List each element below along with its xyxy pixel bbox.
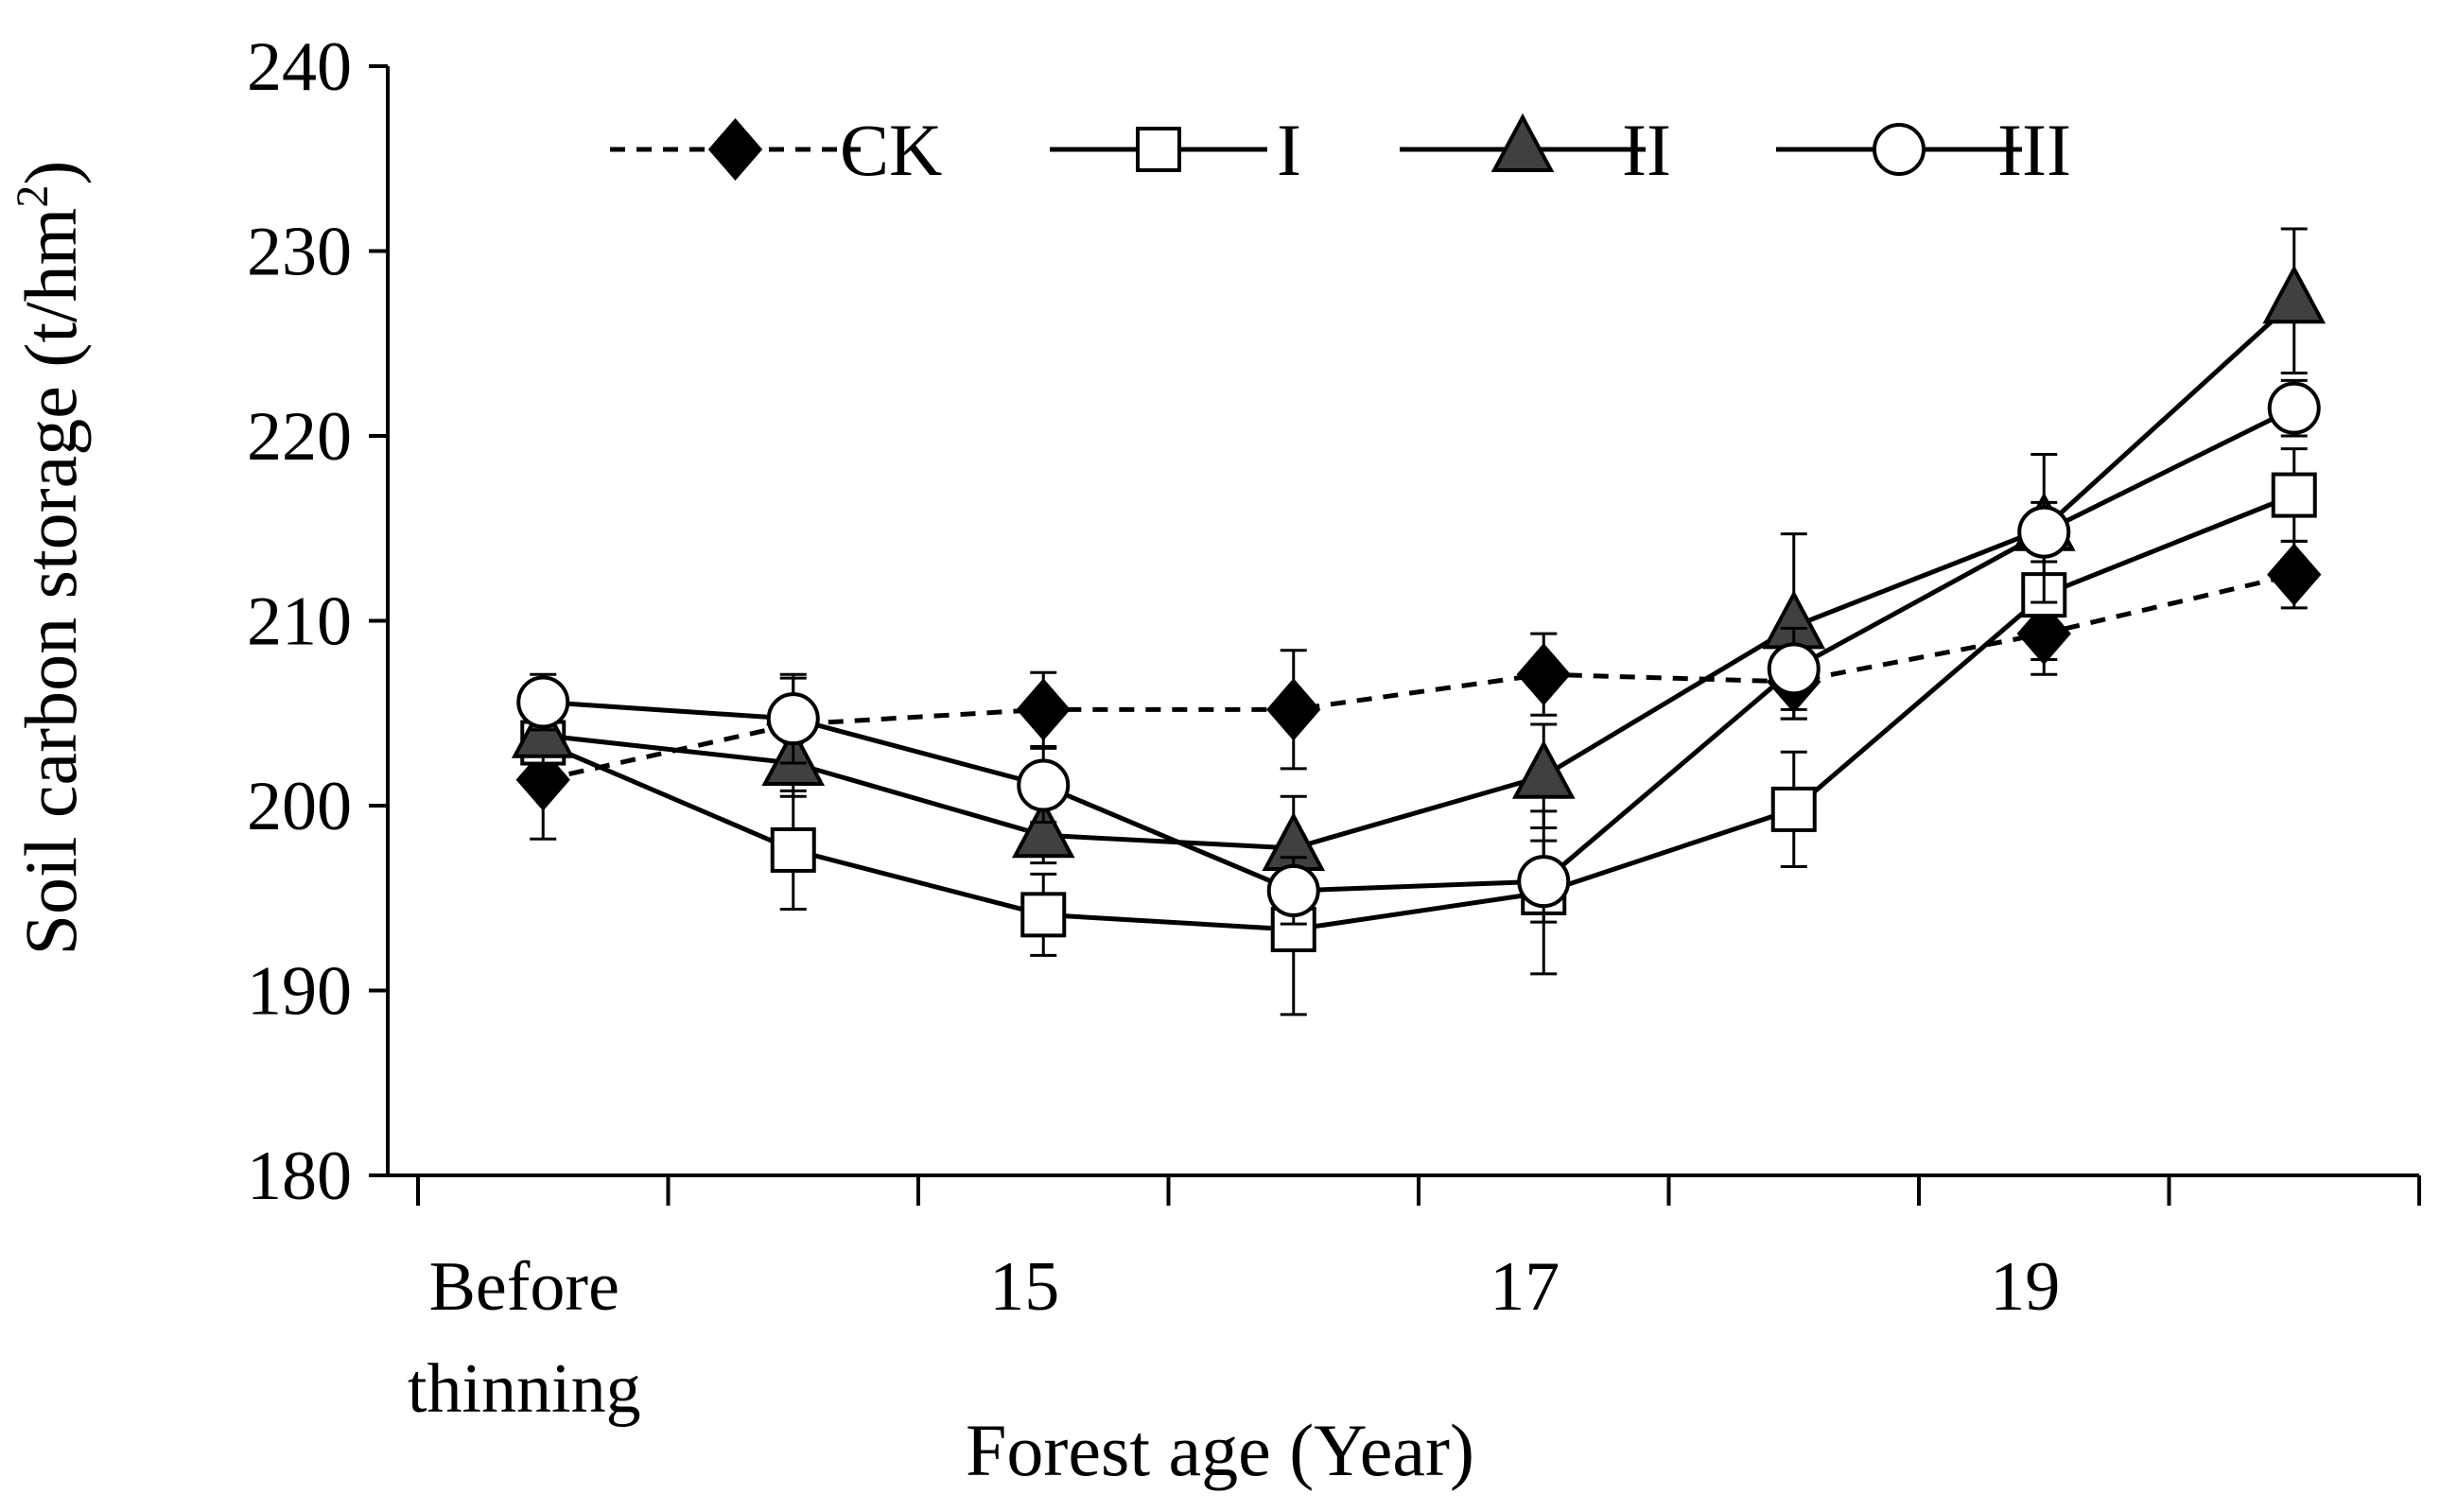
y-tick-label: 240 [247,28,352,106]
data-point-III [1517,855,1571,909]
series-line-II [542,299,2296,851]
legend: CK I II III [610,109,2071,191]
legend-item-I: I [1050,109,1301,191]
y-tick-label: 200 [247,768,352,845]
data-point-CK [1016,678,1071,741]
legend-marker [1136,127,1181,172]
data-point-III [766,692,820,746]
y-axis-title: Soil carbon storage (t/hm2) [8,161,92,956]
legend-marker [1490,113,1555,172]
y-tick-label: 180 [247,1138,352,1215]
data-point-III [1017,758,1071,812]
legend-item-II: II [1400,109,1671,191]
data-point-I [770,826,816,873]
legend-marker [707,117,763,182]
legend-label: III [1997,109,2071,191]
series-line-I [542,493,2295,932]
data-point-II [1511,739,1576,799]
data-point-CK [1266,678,1321,741]
data-point-III [1767,642,1821,696]
y-tick-label: 230 [247,214,352,291]
data-point-CK [1516,643,1571,706]
x-axis-title: Forest age (Year) [966,1409,1474,1491]
x-tick-label: Before [429,1248,619,1326]
axes: 180 190 200 210 220 230 240 Before thinning 15 17 1… [247,28,2421,1428]
legend-label: I [1277,109,1301,191]
legend-item-III: III [1776,109,2071,191]
series-line-III [543,406,2295,894]
series-line-CK [542,572,2295,783]
y-axis-title-main: Soil carbon storage (t/hm [9,208,92,956]
x-tick-label: thinning [408,1350,641,1428]
legend-label: CK [840,109,942,191]
y-axis-title-close: ) [9,161,92,185]
legend-marker [1873,123,1926,176]
data-point-III [2017,505,2071,559]
data-point-III [516,675,570,729]
y-tick-label: 210 [247,583,352,661]
y-axis-title-superscript: 2 [8,185,58,208]
y-tick-label: 190 [247,953,352,1031]
x-tick-label: 17 [1490,1248,1560,1326]
data-point-I [2271,472,2317,518]
data-point-CK [2267,543,2322,606]
data-point-II [2262,265,2327,324]
legend-item-CK: CK [610,109,942,191]
x-tick-label: 19 [1990,1248,2060,1326]
series-III [516,378,2321,926]
data-point-III [1266,863,1320,917]
data-point-I [1770,786,1817,832]
series-II [511,227,2327,902]
series-layer [511,227,2327,1017]
data-point-I [1020,892,1067,938]
data-point-III [2267,381,2321,435]
data-point-II [1011,799,1075,859]
x-tick-label: 15 [989,1248,1059,1326]
legend-label: II [1622,109,1671,191]
y-tick-label: 220 [247,398,352,476]
